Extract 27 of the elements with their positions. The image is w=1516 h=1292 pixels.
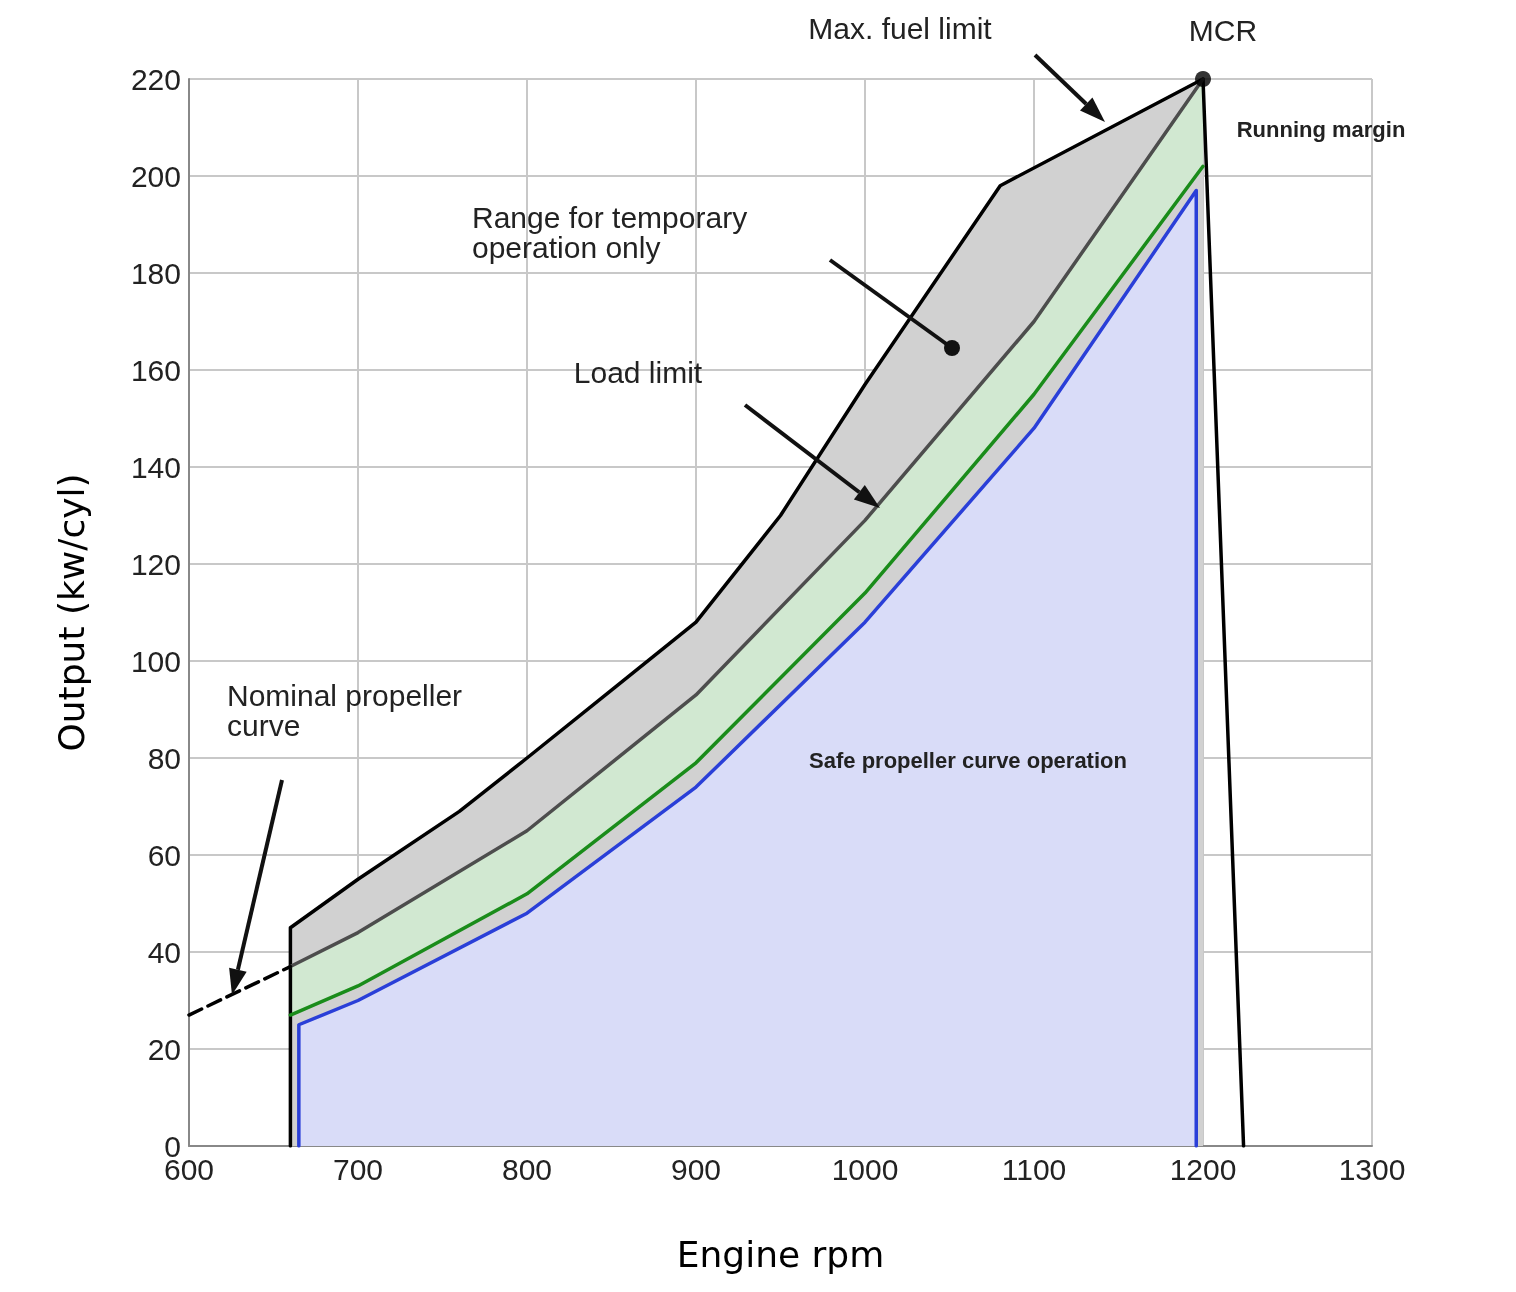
y-tick-label: 20	[147, 1032, 181, 1066]
annotation: MCR	[1188, 13, 1258, 47]
annotation: Running margin	[1236, 117, 1406, 142]
y-tick-label: 80	[147, 741, 181, 775]
y-tick-label: 220	[130, 62, 181, 96]
y-tick-label: 120	[130, 547, 181, 581]
annotation: Nominal propeller curve	[227, 678, 471, 742]
annotation: Load limit	[573, 355, 703, 389]
y-axis-title: Output (kw/cyl)	[50, 473, 92, 752]
y-tick-label: 100	[130, 644, 181, 678]
x-tick-label: 1300	[1338, 1152, 1406, 1186]
x-tick-label: 1200	[1169, 1152, 1237, 1186]
x-tick-label: 1100	[1001, 1152, 1067, 1186]
y-tick-label: 200	[130, 159, 181, 193]
annotation: Range for temporary operation only	[472, 200, 756, 264]
y-tick-label: 160	[130, 353, 181, 387]
x-tick-label: 800	[501, 1152, 553, 1186]
x-tick-label: 1000	[831, 1152, 899, 1186]
x-tick-label: 700	[332, 1152, 384, 1186]
annotation: Safe propeller curve operation	[809, 747, 1127, 773]
y-tick-label: 60	[147, 838, 181, 872]
y-tick-label: 180	[130, 256, 181, 290]
y-tick-label: 40	[147, 935, 181, 969]
text: Max. fuel limit	[808, 11, 993, 45]
x-axis-title: Engine rpm	[676, 1233, 885, 1275]
x-tick-label: 900	[670, 1152, 722, 1186]
y-tick-label: 140	[130, 450, 181, 484]
